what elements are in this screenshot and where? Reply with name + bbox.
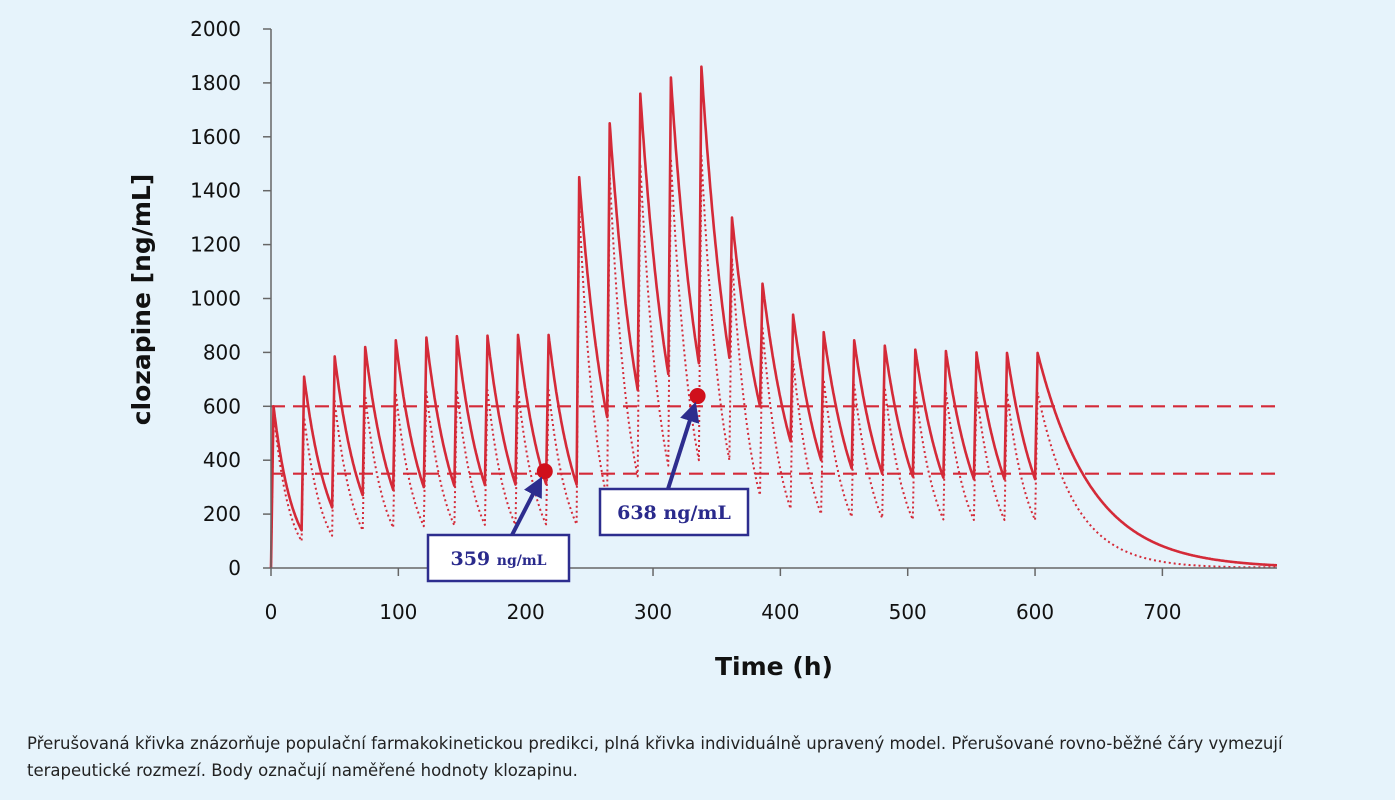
- y-tick-label: 1400: [190, 179, 241, 203]
- series-population-prediction-line: [270, 154, 1277, 569]
- y-tick-label: 400: [203, 448, 241, 472]
- callout-label: 359 ng/mL: [450, 548, 546, 570]
- series-lines: [269, 65, 1278, 569]
- callout-unit: ng/mL: [497, 553, 547, 569]
- x-tick-label: 300: [634, 600, 672, 624]
- x-tick-label: 600: [1016, 600, 1054, 624]
- series-individual-model-line: [269, 65, 1278, 569]
- y-axis-title: clozapine [ng/mL]: [127, 174, 156, 426]
- y-tick-label: 0: [228, 556, 241, 580]
- axes: [270, 29, 1277, 569]
- x-tick-label: 100: [379, 600, 417, 624]
- measured-point: [536, 463, 553, 480]
- callout-box: [426, 533, 571, 583]
- y-tick-label: 1800: [190, 71, 241, 95]
- therapeutic-range-lines: [271, 405, 1277, 475]
- measured-point: [689, 388, 706, 405]
- y-tick-label: 2000: [190, 17, 241, 41]
- callout-arrow: [666, 401, 700, 490]
- axis-ticks: 0 200 400 600 800 1000 1200 1400 1600 1800 2000 0 10…: [190, 17, 1181, 624]
- x-tick-label: 400: [761, 600, 799, 624]
- callout-label: 638 ng/mL: [617, 502, 731, 524]
- x-tick-label: 700: [1143, 600, 1181, 624]
- callout-unit: ng/mL: [663, 502, 731, 524]
- x-tick-label: 0: [265, 600, 278, 624]
- measured-points: [536, 388, 706, 480]
- x-tick-label: 500: [889, 600, 927, 624]
- x-tick-label: 200: [507, 600, 545, 624]
- y-tick-label: 1000: [190, 287, 241, 311]
- y-tick-label: 800: [203, 340, 241, 364]
- figure-caption: Přerušovaná křivka znázorňuje populační …: [27, 734, 1283, 780]
- y-tick-label: 1600: [190, 125, 241, 149]
- callout-box: [598, 487, 750, 537]
- callout-value: 638: [617, 502, 663, 524]
- x-axis-title: Time (h): [715, 652, 833, 681]
- y-tick-label: 600: [203, 394, 241, 418]
- callout-arrow: [510, 476, 543, 536]
- y-tick-label: 200: [203, 502, 241, 526]
- callout-value: 359: [450, 548, 496, 570]
- y-tick-label: 1200: [190, 233, 241, 257]
